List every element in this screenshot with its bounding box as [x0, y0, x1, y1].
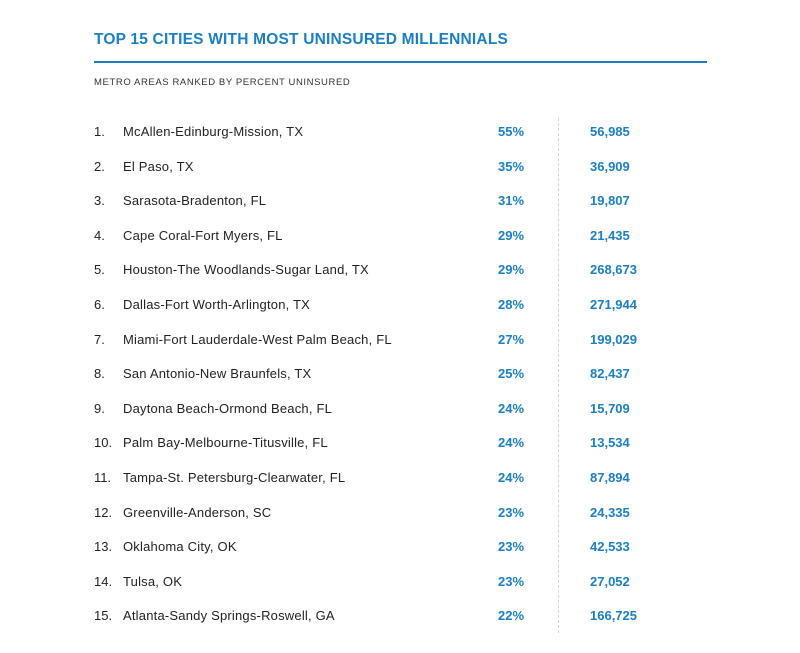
count-cell: 19,807 — [590, 193, 630, 209]
percent-cell: 23% — [498, 539, 525, 555]
percent-cell: 25% — [498, 366, 525, 382]
table-row: 8. San Antonio-New Braunfels, TX 25% 82,437 — [0, 363, 800, 385]
count-cell: 87,894 — [590, 470, 630, 485]
table-row: 3. Sarasota-Bradenton, FL 31% 19,807 — [0, 190, 800, 212]
chart-subtitle: METRO AREAS RANKED BY PERCENT UNINSURED — [94, 77, 351, 88]
count-cell: 13,534 — [590, 435, 630, 451]
count-cell: 21,435 — [590, 227, 630, 243]
count-cell: 15,709 — [590, 400, 630, 416]
city-cell: El Paso, TX — [123, 158, 194, 174]
rank-cell: 3. — [94, 193, 105, 209]
rank-cell: 8. — [94, 366, 105, 382]
table-row: 6. Dallas-Fort Worth-Arlington, TX 28% 271,… — [0, 294, 800, 316]
percent-cell: 22% — [498, 608, 525, 624]
count-cell: 271,944 — [590, 297, 637, 312]
table-row: 7. Miami-Fort Lauderdale-West Palm Beach,… — [0, 329, 800, 351]
column-divider — [558, 118, 559, 633]
city-cell: Atlanta-Sandy Springs-Roswell, GA — [123, 608, 335, 624]
table-row: 10. Palm Bay-Melbourne-Titusville, FL 24% 1… — [0, 432, 800, 454]
city-cell: McAllen-Edinburg-Mission, TX — [123, 124, 304, 139]
title-underline — [94, 61, 707, 63]
city-cell: Dallas-Fort Worth-Arlington, TX — [123, 297, 311, 312]
count-cell: 24,335 — [590, 504, 630, 520]
percent-cell: 24% — [498, 470, 525, 485]
table-row: 1. McAllen-Edinburg-Mission, TX 55% 56,985 — [0, 121, 800, 143]
count-cell: 42,533 — [590, 539, 630, 555]
rank-cell: 9. — [94, 400, 105, 416]
percent-cell: 29% — [498, 262, 525, 278]
percent-cell: 55% — [498, 124, 525, 139]
table-row: 2. El Paso, TX 35% 36,909 — [0, 156, 800, 178]
city-cell: Cape Coral-Fort Myers, FL — [123, 227, 283, 243]
count-cell: 82,437 — [590, 366, 630, 382]
table-row: 14. Tulsa, OK 23% 27,052 — [0, 571, 800, 593]
rank-cell: 4. — [94, 227, 105, 243]
rank-cell: 5. — [94, 262, 105, 278]
table-row: 15. Atlanta-Sandy Springs-Roswell, GA 22% 1… — [0, 605, 800, 627]
percent-cell: 24% — [498, 435, 525, 451]
count-cell: 56,985 — [590, 124, 630, 139]
table-row: 11. Tampa-St. Petersburg-Clearwater, FL 24… — [0, 467, 800, 489]
count-cell: 27,052 — [590, 573, 630, 589]
table-row: 13. Oklahoma City, OK 23% 42,533 — [0, 536, 800, 558]
rank-cell: 11. — [94, 470, 112, 485]
table-row: 9. Daytona Beach-Ormond Beach, FL 24% 15,70… — [0, 398, 800, 420]
percent-cell: 24% — [498, 400, 525, 416]
percent-cell: 35% — [498, 158, 525, 174]
city-cell: San Antonio-New Braunfels, TX — [123, 366, 312, 382]
city-cell: Houston-The Woodlands-Sugar Land, TX — [123, 262, 369, 278]
percent-cell: 23% — [498, 573, 525, 589]
rank-cell: 14. — [94, 573, 113, 589]
chart-title: TOP 15 CITIES WITH MOST UNINSURED MILLEN… — [94, 31, 509, 48]
percent-cell: 27% — [498, 331, 525, 347]
count-cell: 268,673 — [590, 262, 637, 278]
table-row: 12. Greenville-Anderson, SC 23% 24,335 — [0, 502, 800, 524]
rank-cell: 10. — [94, 435, 113, 451]
percent-cell: 31% — [498, 193, 525, 209]
percent-cell: 23% — [498, 504, 525, 520]
rank-cell: 7. — [94, 331, 105, 347]
count-cell: 36,909 — [590, 158, 630, 174]
city-cell: Greenville-Anderson, SC — [123, 504, 272, 520]
count-cell: 199,029 — [590, 331, 637, 347]
rank-cell: 1. — [94, 124, 105, 139]
rank-cell: 6. — [94, 297, 105, 312]
table-row: 4. Cape Coral-Fort Myers, FL 29% 21,435 — [0, 225, 800, 247]
city-cell: Tampa-St. Petersburg-Clearwater, FL — [123, 470, 346, 485]
city-cell: Daytona Beach-Ormond Beach, FL — [123, 400, 333, 416]
rank-cell: 13. — [94, 539, 113, 555]
count-cell: 166,725 — [590, 608, 637, 624]
city-cell: Oklahoma City, OK — [123, 539, 237, 555]
city-cell: Tulsa, OK — [123, 573, 183, 589]
rank-cell: 15. — [94, 608, 113, 624]
rank-cell: 12. — [94, 504, 113, 520]
city-cell: Miami-Fort Lauderdale-West Palm Beach, F… — [123, 331, 392, 347]
city-cell: Sarasota-Bradenton, FL — [123, 193, 267, 209]
table-row: 5. Houston-The Woodlands-Sugar Land, TX 29… — [0, 259, 800, 281]
percent-cell: 29% — [498, 227, 525, 243]
city-cell: Palm Bay-Melbourne-Titusville, FL — [123, 435, 328, 451]
percent-cell: 28% — [498, 297, 525, 312]
rank-cell: 2. — [94, 158, 105, 174]
